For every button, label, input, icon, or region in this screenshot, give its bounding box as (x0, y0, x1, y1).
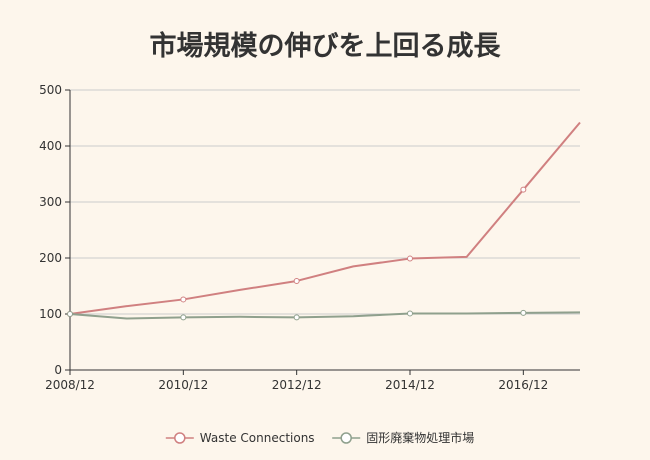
legend-swatch-marker (340, 432, 352, 444)
data-point (407, 255, 413, 262)
x-tick-label: 2016/12 (498, 378, 548, 392)
chart-title: 市場規模の伸びを上回る成長 (149, 31, 501, 62)
y-tick-label: 500 (39, 83, 62, 97)
data-point (293, 277, 300, 284)
y-tick-label: 0 (54, 363, 62, 377)
legend-item-2: 固形廃棄物処理市場 (332, 430, 474, 445)
data-point (293, 314, 300, 321)
data-point (407, 310, 413, 317)
series-2 (67, 309, 581, 321)
x-tick-label: 2008/12 (45, 378, 95, 392)
grid-lines (70, 89, 580, 315)
data-point (180, 296, 187, 303)
legend-item-1: Waste Connections (165, 431, 315, 445)
data-point (520, 309, 527, 316)
series-1 (67, 121, 581, 317)
legend-swatch-marker (174, 432, 186, 444)
x-tick-label: 2014/12 (385, 378, 435, 392)
data-point (180, 314, 187, 321)
series-line (69, 121, 581, 315)
series-group (67, 121, 581, 321)
x-tick-label: 2010/12 (158, 378, 208, 392)
series-line (69, 311, 581, 320)
y-tick-label: 100 (39, 307, 62, 321)
x-tick-label: 2012/12 (272, 378, 322, 392)
data-point (67, 311, 73, 317)
data-point (520, 186, 527, 193)
axes: 0 100 200 300 400 500 2008/12 2010/12 2012/12 201… (39, 83, 580, 392)
y-tick-label: 400 (39, 139, 62, 153)
legend-label: 固形廃棄物処理市場 (366, 430, 474, 445)
y-tick-label: 300 (39, 195, 62, 209)
y-tick-label: 200 (39, 251, 62, 265)
legend: Waste Connections 固形廃棄物処理市場 (165, 430, 474, 445)
legend-label: Waste Connections (200, 431, 315, 445)
